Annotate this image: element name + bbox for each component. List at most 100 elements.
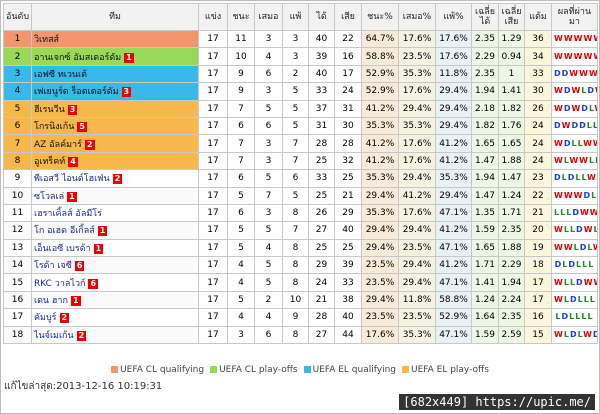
stat-cell: 9 — [282, 308, 309, 327]
result-letter: D — [571, 121, 580, 131]
stat-cell: 1.88 — [498, 151, 525, 171]
table-row: 15 RKC วาลไวก์ 6 17 4 5 8 24 33 23.5% 29.4% 47.1% 1.… — [3, 273, 598, 292]
stat-cell: 3 — [254, 29, 283, 49]
stat-cell: 21 — [308, 290, 335, 310]
stat-cell: 9 — [227, 64, 255, 84]
stat-cell: 17 — [198, 116, 228, 136]
stat-cell: 24 — [524, 134, 552, 153]
result-letter: L — [576, 260, 583, 270]
result-letter: D — [583, 190, 592, 200]
stat-cell: 17 — [198, 47, 228, 66]
team-cell: โรด้า เจซี 6 — [31, 256, 199, 275]
team-name: ไนจ์เมเก้น — [34, 330, 74, 341]
stat-cell: 1.94 — [471, 169, 499, 188]
stat-cell: 1.82 — [498, 99, 525, 118]
column-header: เสีย — [334, 3, 362, 31]
result-letter: L — [563, 277, 570, 287]
stat-cell: 17 — [198, 238, 228, 258]
stat-cell: 1 — [498, 64, 525, 84]
stat-cell: 5 — [254, 273, 283, 292]
column-header: แต้ม — [524, 3, 552, 31]
team-cell: วิเทสส์ — [31, 29, 199, 49]
results-cell: WLWWLL — [551, 151, 598, 171]
stat-cell: 40 — [334, 221, 362, 240]
stat-cell: 29.4% — [398, 256, 436, 275]
table-row: 6 โกรนิงเก้น 5 17 6 6 5 31 30 35.3% 35.3% 29.4% 1.82… — [3, 116, 598, 136]
stat-cell: 29.4% — [398, 169, 436, 188]
team-name: คัมบูร์ — [34, 313, 57, 324]
stat-cell: 35.3% — [361, 169, 399, 188]
legend: UEFA CL qualifying UEFA CL play-offs UEFA … — [1, 365, 599, 375]
stat-cell: 1.88 — [498, 238, 525, 258]
result-letter: D — [569, 329, 578, 339]
result-letter: L — [575, 173, 582, 183]
badge: 6 — [74, 261, 85, 272]
team-name: วิเทสส์ — [34, 35, 60, 46]
stat-cell: 1.65 — [471, 238, 499, 258]
stat-cell: 6 — [254, 325, 283, 345]
result-letter: W — [586, 173, 597, 183]
table-row: 17 คัมบูร์ 2 17 4 4 9 28 40 23.5% 23.5% 52.9% 1.64 2.… — [3, 308, 598, 327]
legend-item: UEFA CL play-offs — [210, 365, 298, 375]
rank-cell: 2 — [3, 47, 32, 66]
stat-cell: 27 — [308, 221, 335, 240]
result-letter: L — [591, 190, 597, 200]
stat-cell: 1.71 — [471, 256, 499, 275]
result-letter: W — [583, 51, 594, 61]
legend-item: UEFA CL qualifying — [111, 365, 204, 375]
results: WWWDLW — [554, 190, 597, 200]
result-letter: L — [587, 312, 594, 322]
result-letter: W — [583, 329, 593, 339]
stat-cell: 7 — [282, 151, 309, 171]
stat-cell: 23.5% — [398, 47, 436, 66]
result-letter: L — [563, 155, 570, 165]
stat-cell: 15 — [524, 325, 552, 345]
stat-cell: 1.64 — [471, 308, 499, 327]
result-letter: L — [589, 295, 596, 305]
column-header: เสมอ% — [398, 3, 436, 31]
result-letter: L — [588, 103, 595, 113]
header-row: อันดับ ทีม แข่ง ชนะ เสมอ แพ้ ได้ เสีย ชนะ% เสมอ% แ… — [3, 3, 598, 31]
column-header: ทีม — [31, 3, 199, 31]
result-letter: L — [581, 312, 588, 322]
stat-cell: 17 — [198, 325, 228, 345]
result-letter: W — [554, 34, 564, 44]
stat-cell: 1.59 — [471, 221, 499, 240]
stat-cell: 6 — [227, 169, 255, 188]
result-letter: W — [583, 277, 594, 287]
stat-cell: 3 — [227, 325, 255, 345]
stat-cell: 25 — [308, 151, 335, 171]
results-cell: DDWWWW — [551, 64, 598, 84]
stat-cell: 25 — [308, 238, 335, 258]
rank-cell: 18 — [3, 325, 32, 345]
stat-cell: 41.2% — [361, 134, 399, 153]
result-letter: L — [581, 86, 588, 96]
stat-cell: 29.4% — [435, 186, 472, 205]
legend-swatch — [303, 366, 311, 373]
result-letter: L — [595, 156, 596, 165]
stat-cell: 58.8% — [361, 47, 399, 66]
badge: 2 — [76, 330, 87, 341]
legend-label: UEFA EL qualifying — [312, 365, 396, 375]
results: DDWWWW — [554, 68, 597, 78]
column-header: แพ้ — [282, 3, 309, 31]
result-letter: W — [590, 208, 597, 217]
stat-cell: 5 — [227, 186, 255, 205]
stat-cell: 8 — [282, 325, 309, 345]
stat-cell: 52.9% — [361, 64, 399, 84]
result-letter: D — [579, 242, 588, 252]
stat-cell: 17 — [334, 64, 362, 84]
result-letter: W — [569, 68, 580, 78]
result-letter: L — [577, 329, 584, 339]
results-cell: WLDLLL — [551, 290, 598, 310]
stat-cell: 17.6% — [361, 325, 399, 345]
column-header: เฉลี่ยได้ — [471, 3, 499, 31]
stat-cell: 17.6% — [398, 151, 436, 171]
stat-cell: 17 — [198, 273, 228, 292]
rank-cell: 4 — [3, 82, 32, 101]
column-header: แพ้% — [435, 3, 472, 31]
stat-cell: 5 — [254, 221, 283, 240]
result-letter: W — [573, 51, 584, 61]
table-row: 8 อูเทร็คท์ 4 17 7 3 7 25 32 41.2% 17.6% 41.2% 1.47 1… — [3, 151, 598, 171]
stat-cell: 23.5% — [361, 256, 399, 275]
